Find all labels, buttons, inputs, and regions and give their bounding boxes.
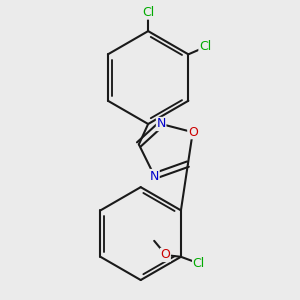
Text: O: O (188, 126, 198, 139)
Text: N: N (157, 118, 166, 130)
Text: N: N (150, 169, 159, 182)
Text: Cl: Cl (193, 257, 205, 270)
Text: O: O (160, 248, 170, 262)
Text: Cl: Cl (142, 6, 154, 19)
Text: Cl: Cl (199, 40, 211, 53)
